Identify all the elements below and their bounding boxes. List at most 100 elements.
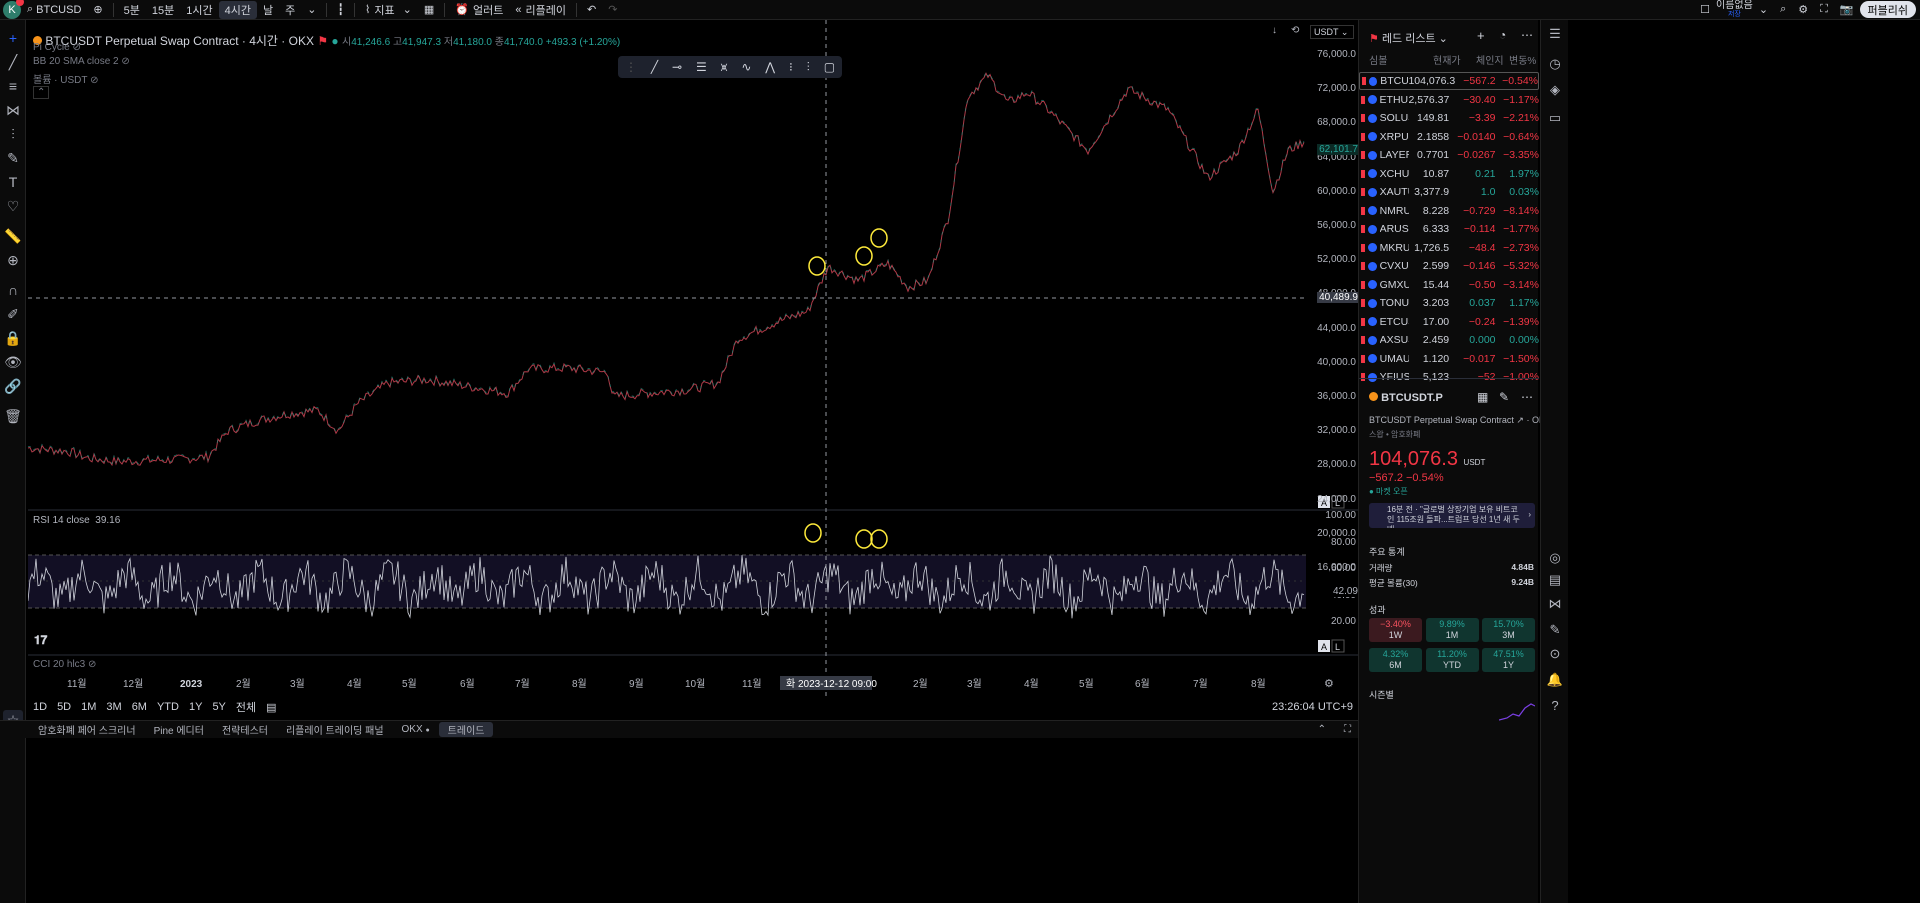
fib-tool[interactable]: ≡ xyxy=(3,76,23,96)
replay-button[interactable]: «리플레이 xyxy=(515,3,566,17)
flag-icon[interactable] xyxy=(1361,151,1365,159)
indicators-button[interactable]: ⌇ 지표 ⌄ xyxy=(365,4,412,17)
chat-button[interactable]: ▭ xyxy=(1546,110,1564,128)
indicator-volume[interactable]: 볼륨 · USDT ⊘ xyxy=(33,75,99,86)
rectangle-icon[interactable]: ▢ xyxy=(823,60,836,74)
stay-drawing-tool[interactable]: ✐ xyxy=(3,304,23,324)
watchlist-row[interactable]: ETCUSDT.P 17.00 −0.24 −1.39% xyxy=(1359,313,1539,331)
symbol-search-button[interactable]: ⌕ BTCUSD xyxy=(21,0,87,20)
perf-cell[interactable]: 4.32% 6M xyxy=(1369,648,1422,672)
flag-icon[interactable] xyxy=(1361,206,1365,215)
flag-icon[interactable] xyxy=(1361,299,1365,307)
date-range-button[interactable]: ▤ xyxy=(261,701,281,714)
timeframe-all[interactable]: 전체 xyxy=(235,702,257,714)
news-card[interactable]: 16분 전 · "글로벌 상장기업 보유 비트코인 115조원 돌파...트럼프… xyxy=(1369,503,1535,528)
timeframe-1m[interactable]: 1M xyxy=(81,701,97,713)
watchlist-menu-button[interactable]: ⋯ xyxy=(1521,28,1533,42)
flag-icon[interactable] xyxy=(1361,132,1365,141)
alerts-rail-button[interactable]: ◷ xyxy=(1546,56,1564,74)
interval-1w[interactable]: 주 xyxy=(285,4,296,17)
flag-icon[interactable] xyxy=(1361,280,1365,289)
timeframe-6m[interactable]: 6M xyxy=(131,701,147,713)
delete-tool[interactable]: 🗑 xyxy=(3,406,23,426)
eye-off-icon[interactable]: ⊘ xyxy=(88,659,97,670)
flag-icon[interactable] xyxy=(1361,114,1365,122)
watchlist-row[interactable]: XCHUSDT.P 10.87 0.21 1.97% xyxy=(1359,165,1539,183)
watchlist-row[interactable]: LAYERUSDT.P 0.7701 −0.0267 −3.35% xyxy=(1359,146,1539,164)
watchlist-row[interactable]: ARUSDT.P 6.333 −0.114 −1.77% xyxy=(1359,220,1539,238)
perf-cell[interactable]: 9.89% 1M xyxy=(1425,618,1479,642)
ruler-lines-icon[interactable]: ⫶ xyxy=(806,59,810,74)
timeframe-1d[interactable]: 1D xyxy=(33,701,48,713)
brush-tool[interactable]: ✎ xyxy=(3,148,23,168)
collapse-legend-button[interactable]: ⌃ xyxy=(33,86,50,99)
interval-dropdown[interactable]: ⌄ xyxy=(301,0,322,20)
notifications-rail-button[interactable]: 🔔 xyxy=(1546,672,1564,690)
details-more-button[interactable]: ⋯ xyxy=(1521,390,1533,404)
watchlist-row[interactable]: XRPUSDT.P 2.1858 −0.0140 −0.64% xyxy=(1359,128,1539,146)
trendline-icon[interactable]: ╱ xyxy=(650,60,659,74)
zoom-tool[interactable]: ⊕ xyxy=(3,250,23,270)
perf-cell[interactable]: 47.51% 1Y xyxy=(1482,648,1535,672)
flag-icon[interactable] xyxy=(1361,354,1365,363)
collapse-panel-button[interactable]: ⌃ xyxy=(1309,724,1335,735)
measure-tool[interactable]: 📏 xyxy=(3,226,23,246)
perf-cell[interactable]: 15.70% 3M xyxy=(1482,618,1535,642)
snapshot-button[interactable]: 📷 xyxy=(1834,0,1860,20)
chart-type-button[interactable]: ┇ xyxy=(331,0,350,20)
details-edit-button[interactable]: ✎ xyxy=(1499,390,1509,404)
fullscreen-button[interactable]: ⛶ xyxy=(1814,0,1834,20)
currency-select[interactable]: USDT ⌄ xyxy=(1310,25,1354,39)
flag-icon[interactable] xyxy=(1361,373,1365,381)
maximize-panel-button[interactable]: ⛶ xyxy=(1335,724,1360,735)
reset-chart-button[interactable]: ⟲ xyxy=(1291,25,1299,36)
timeframe-3m[interactable]: 3M xyxy=(106,701,122,713)
flag-icon[interactable] xyxy=(1361,169,1365,178)
timeframe-ytd[interactable]: YTD xyxy=(156,701,179,713)
watchlist-row[interactable]: NMRUSDT.P 8.228 −0.729 −8.14% xyxy=(1359,202,1539,220)
lock-tool[interactable]: 🔒 xyxy=(3,328,23,348)
flag-icon[interactable] xyxy=(1361,262,1365,270)
pattern-rail-button[interactable]: ⋈ xyxy=(1546,596,1564,614)
compare-add-button[interactable]: ⊕ xyxy=(87,0,108,20)
abcd-pattern-icon[interactable]: ⋀ xyxy=(765,60,776,74)
layouts-button[interactable]: ▦ xyxy=(418,0,440,20)
watchlist-row[interactable]: TONUSDT.P 3.203 0.037 1.17% xyxy=(1359,294,1539,312)
help-rail-button[interactable]: ? xyxy=(1546,698,1564,716)
flag-icon[interactable] xyxy=(1361,225,1365,233)
screener-rail-button[interactable]: ◎ xyxy=(1546,550,1564,568)
prediction-tool[interactable]: ⫶ xyxy=(3,124,23,144)
settings-button[interactable]: ⚙ xyxy=(1792,0,1814,20)
flag-icon[interactable] xyxy=(1361,243,1365,252)
parallel-channel-icon[interactable]: ☰ xyxy=(695,60,707,74)
drag-handle-icon[interactable]: ⋮ xyxy=(624,60,637,74)
flag-icon[interactable] xyxy=(1361,95,1365,104)
eye-off-icon[interactable]: ⊘ xyxy=(90,75,99,86)
interval-15m[interactable]: 15분 xyxy=(151,4,175,17)
watchlist-title[interactable]: ⚑ 레드 리스트 ⌄ xyxy=(1369,33,1448,45)
horizontal-ray-icon[interactable]: ⊸ xyxy=(672,60,683,74)
pitchfork-icon[interactable]: ⩙ xyxy=(720,59,728,74)
watchlist-row[interactable]: XAUTUSDT.P 3,377.9 1.0 0.03% xyxy=(1359,183,1539,201)
ideas-rail-button[interactable]: ✎ xyxy=(1546,622,1564,640)
link-tool[interactable]: 🔗 xyxy=(3,376,23,396)
elliott-wave-icon[interactable]: ∿ xyxy=(741,60,752,74)
perf-cell[interactable]: −3.40% 1W xyxy=(1369,618,1422,642)
watchlist-row[interactable]: MKRUSDT.P 1,726.5 −48.4 −2.73% xyxy=(1359,239,1539,257)
clock[interactable]: 23:26:04 UTC+9 xyxy=(1271,701,1353,713)
details-full-name[interactable]: BTCUSDT Perpetual Swap Contract ↗ · OKX xyxy=(1369,415,1551,425)
timeframe-1y[interactable]: 1Y xyxy=(188,701,203,713)
tab-trade[interactable]: 트레이드 xyxy=(438,722,494,737)
indicator-bb[interactable]: BB 20 SMA close 2 ⊘ xyxy=(33,56,130,67)
layout-select[interactable]: ☐ 이름없음 저장 ⌄ xyxy=(1700,0,1769,18)
publish-button[interactable]: 퍼블리쉬 xyxy=(1859,1,1916,18)
fib-levels-icon[interactable]: ⁝ xyxy=(789,60,793,74)
tab-screener[interactable]: 암호화폐 페어 스크리너 xyxy=(38,726,136,737)
alerts-button[interactable]: ⏰ 얼러트 xyxy=(455,4,504,17)
calendar-rail-button[interactable]: ▤ xyxy=(1546,572,1564,590)
watchlist-row[interactable]: UMAUSDT.P 1.120 −0.017 −1.50% xyxy=(1359,350,1539,368)
user-avatar[interactable]: K xyxy=(3,0,24,19)
watchlist-row[interactable]: YFIUSDT.P 5,123 −52 −1.00% xyxy=(1359,368,1539,386)
interval-5m[interactable]: 5분 xyxy=(123,4,140,17)
rsi-legend[interactable]: RSI 14 close 39.16 xyxy=(33,515,121,526)
